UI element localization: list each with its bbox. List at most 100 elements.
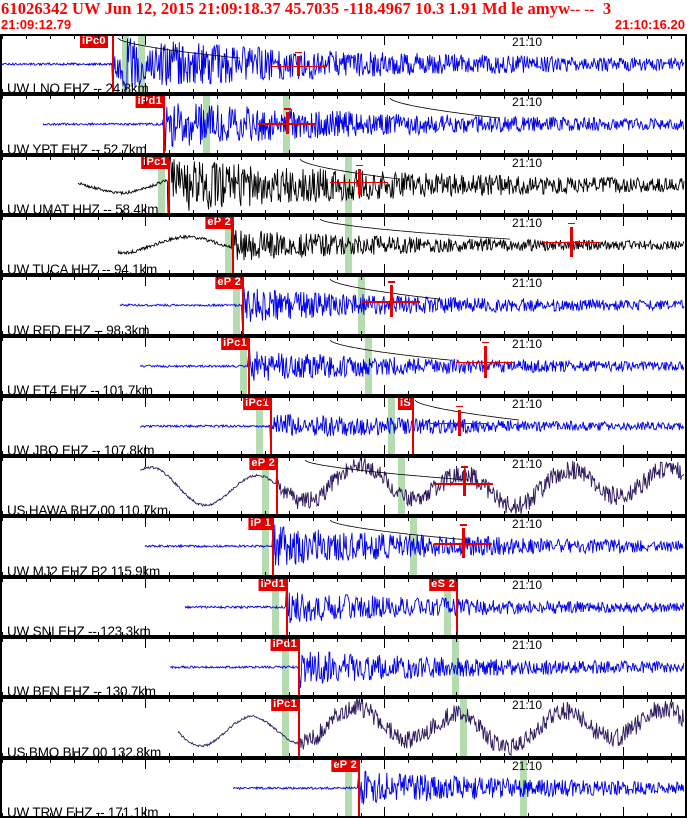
- station-label-bmo[interactable]: US BMO BHZ 00 132.8km: [7, 744, 162, 758]
- trace-row-mj2[interactable]: iP 1 21:10 UW MJ2 EHZ P2 115.9km: [0, 516, 687, 577]
- pick-line-ip1[interactable]: [272, 518, 274, 577]
- pick-label-ipc1[interactable]: iPc1: [243, 396, 271, 410]
- pick-line-ipc0[interactable]: [112, 36, 114, 95]
- trace-stack[interactable]: iPc0 21:10 UW LNO EHZ -- 24.8km iPd1 21:10 UW…: [0, 34, 687, 818]
- axis-tick: [97, 576, 99, 582]
- axis-tick: [527, 692, 529, 698]
- axis-tick: [241, 692, 242, 698]
- station-label-ben[interactable]: UW BEN EHZ -- 130.7km: [7, 684, 156, 698]
- axis-tick: [121, 214, 123, 220]
- pick-label-ipc0[interactable]: iPc0: [80, 35, 108, 48]
- axis-tick: [408, 390, 410, 396]
- axis-tick: [73, 812, 75, 818]
- pick-line-ep2[interactable]: [242, 277, 244, 336]
- trace-row-red[interactable]: eP 2 21:10 UW RED EHZ -- 98.3km: [0, 275, 687, 336]
- axis-tick: [73, 692, 75, 698]
- station-label-jbo[interactable]: UW JBO EHZ -- 107.8km: [7, 443, 155, 457]
- pick-line-ep2[interactable]: [276, 458, 278, 517]
- axis-tick: [264, 692, 266, 698]
- axis-tick: [575, 89, 577, 95]
- pick-line-ep2[interactable]: [232, 216, 234, 276]
- axis-tick: [264, 390, 266, 396]
- trace-row-ben[interactable]: iPd1 21:10 UW BEN EHZ -- 130.7km: [0, 637, 687, 698]
- axis-tick: [456, 275, 458, 281]
- axis-tick: [503, 571, 505, 577]
- axis-tick: [384, 264, 386, 276]
- axis-tick: [25, 576, 27, 582]
- station-label-ypt[interactable]: UW YPT EHZ -- 52.7km: [7, 141, 147, 155]
- pick-label-ipd1[interactable]: iPd1: [135, 95, 164, 109]
- axis-tick: [671, 395, 673, 401]
- pick-label-ep2[interactable]: eP 2: [249, 457, 277, 471]
- trace-row-trw[interactable]: eP 2 21:10 UW TRW EHZ -- 171.1km: [0, 757, 687, 818]
- axis-tick: [599, 395, 601, 401]
- axis-tick: [336, 692, 338, 698]
- station-label-et4[interactable]: UW ET4 EHZ -- 101.7km: [7, 382, 153, 396]
- trace-row-et4[interactable]: iPc1 21:10 UW ET4 EHZ -- 101.7km: [0, 335, 687, 396]
- trace-row-lno[interactable]: iPc0 21:10 UW LNO EHZ -- 24.8km: [0, 34, 687, 95]
- axis-tick: [73, 390, 75, 396]
- axis-tick: [480, 330, 481, 336]
- pick-line-es2[interactable]: [456, 578, 458, 638]
- event-summary-line: 61026342 UW Jun 12, 2015 21:09:18.37 45.…: [1, 0, 611, 19]
- axis-tick: [336, 516, 338, 522]
- axis-tick: [480, 516, 481, 522]
- trace-row-ypt[interactable]: iPd1 21:10 UW YPT EHZ -- 52.7km: [0, 94, 687, 155]
- pick-label-ipc1[interactable]: iPc1: [141, 155, 169, 169]
- axis-tick: [241, 34, 242, 39]
- trace-row-jbo[interactable]: iPc1 iS 21:10 UW JBO EHZ -- 107.8km: [0, 395, 687, 457]
- pick-line-is[interactable]: [412, 397, 414, 457]
- axis-tick: [623, 203, 625, 215]
- trace-row-umat[interactable]: iPc1 21:10 UW UMAT HHZ -- 58.4km: [0, 154, 687, 215]
- pick-label-ipc1[interactable]: iPc1: [271, 698, 299, 712]
- axis-tick: [575, 456, 577, 462]
- axis-tick: [360, 752, 362, 758]
- pick-line-ipc1[interactable]: [298, 699, 300, 758]
- station-label-hawa[interactable]: US HAWA BHZ 00 110.7km: [7, 503, 168, 517]
- axis-tick: [288, 692, 290, 698]
- frame-right: [685, 516, 687, 577]
- trace-row-bmo[interactable]: iPc1 21:10 US BMO BHZ 00 132.8km: [0, 697, 687, 758]
- axis-tick: [2, 637, 3, 643]
- pick-line-ep2[interactable]: [358, 759, 360, 818]
- frame-left: [0, 516, 2, 577]
- pick-label-ep2[interactable]: eP 2: [205, 215, 233, 229]
- pick-line-ipc1[interactable]: [248, 337, 250, 396]
- waveform-path: [0, 38, 685, 91]
- trace-row-hawa[interactable]: eP 2 21:10 US HAWA BHZ 00 110.7km: [0, 456, 687, 517]
- station-label-mj2[interactable]: UW MJ2 EHZ P2 115.9km: [7, 563, 161, 577]
- pick-line-ipd1[interactable]: [163, 96, 165, 155]
- axis-tick: [264, 34, 266, 39]
- window-end-time: 21:10:16.20: [614, 17, 685, 32]
- coda-decay-curve: [329, 279, 441, 300]
- tick-row-up: [0, 637, 687, 649]
- pick-label-ep2[interactable]: eP 2: [331, 758, 359, 772]
- tick-row-up: [0, 275, 687, 287]
- pick-label-es2[interactable]: eS 2: [429, 577, 457, 591]
- axis-tick: [384, 275, 386, 287]
- pick-line-ipc1[interactable]: [270, 397, 272, 457]
- axis-tick: [193, 94, 195, 100]
- station-label-red[interactable]: UW RED EHZ -- 98.3km: [7, 322, 150, 336]
- axis-tick: [360, 692, 362, 698]
- pick-label-ipc1[interactable]: iPc1: [221, 336, 249, 350]
- station-label-trw[interactable]: UW TRW EHZ -- 171.1km: [7, 804, 159, 818]
- pick-line-ipd1[interactable]: [286, 578, 288, 638]
- pick-label-ipd1[interactable]: iPd1: [270, 638, 299, 652]
- pick-line-ipd1[interactable]: [298, 639, 300, 698]
- axis-tick: [480, 697, 481, 703]
- station-label-sni[interactable]: UW SNI EHZ -- 123.3km: [7, 624, 151, 638]
- trace-row-sni[interactable]: iPd1 eS 2 21:10 UW SNI EHZ -- 123.3km: [0, 576, 687, 638]
- axis-tick: [623, 395, 625, 407]
- trace-row-tuca[interactable]: eP 2 21:10 UW TUCA HHZ -- 94.1km: [0, 214, 687, 276]
- axis-tick: [623, 565, 625, 577]
- station-label-lno[interactable]: UW LNO EHZ -- 24.8km: [7, 81, 149, 95]
- axis-tick: [384, 154, 386, 166]
- axis-tick: [408, 34, 410, 39]
- pick-label-ep2[interactable]: eP 2: [215, 276, 243, 290]
- station-label-tuca[interactable]: UW TUCA HHZ -- 94.1km: [7, 262, 158, 276]
- waveform-path: [232, 770, 685, 807]
- station-label-umat[interactable]: UW UMAT HHZ -- 58.4km: [7, 201, 159, 215]
- axis-tick: [551, 632, 553, 638]
- pick-line-ipc1[interactable]: [168, 156, 170, 215]
